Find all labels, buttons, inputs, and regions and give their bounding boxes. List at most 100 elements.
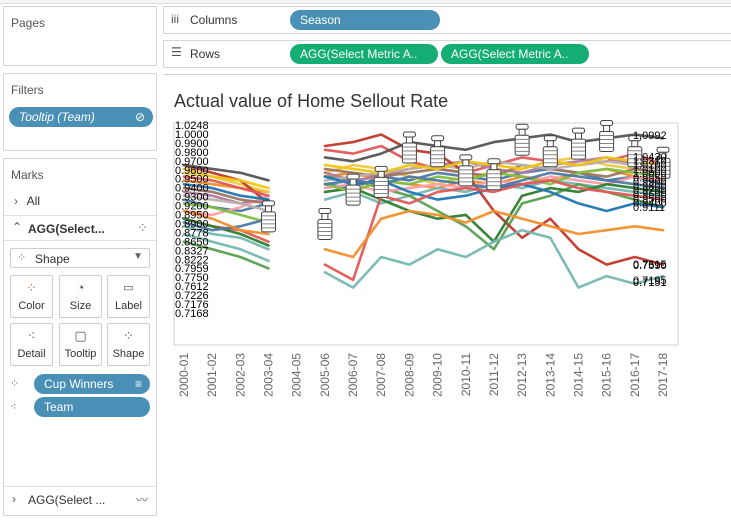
detail-button[interactable]: ⁖ Detail bbox=[10, 323, 53, 366]
trophy-icon bbox=[655, 146, 671, 179]
size-button[interactable]: ◔ Size bbox=[59, 275, 102, 318]
mark-type-select[interactable]: ⁘ Shape ▼ bbox=[10, 248, 150, 268]
season-pill[interactable]: Season bbox=[290, 10, 440, 30]
series-lines bbox=[182, 133, 665, 289]
series-line-18 bbox=[182, 209, 270, 236]
rows-shelf[interactable]: ☰ Rows AGG(Select Metric A.. AGG(Select … bbox=[163, 40, 731, 68]
cup-trophy-marks bbox=[261, 120, 671, 240]
pages-title: Pages bbox=[11, 16, 46, 30]
marks-agg-row[interactable]: ⌃ AGG(Select... ⁘ bbox=[4, 215, 156, 241]
left-value-label: 0.7168 bbox=[175, 308, 209, 320]
trophy-icon bbox=[599, 120, 615, 152]
left-value-label: 0.8778 bbox=[175, 227, 209, 239]
right-value-labels: 1.0992 1.04301.03101.02001.01001.00000.99… bbox=[633, 130, 667, 289]
chart-svg: Actual value of Home Sellout Rate 1.0248… bbox=[173, 91, 679, 397]
x-tick-label: 2007-08 bbox=[374, 353, 388, 397]
rows-icon: ☰ bbox=[171, 45, 182, 59]
detail-icon: ⁖ bbox=[27, 328, 36, 343]
left-value-label: 0.7750 bbox=[175, 272, 209, 284]
series-line-5 bbox=[182, 171, 270, 194]
marks-panel[interactable]: Marks › All ⌃ AGG(Select... ⁘ ⁘ Shape ▼ … bbox=[3, 158, 157, 516]
right-value-label: 0.9800 bbox=[633, 181, 667, 193]
left-value-label: 0.8950 bbox=[175, 210, 209, 222]
color-dots-icon: ⁘ bbox=[26, 280, 37, 295]
field-cup-winners[interactable]: ⁘ Cup Winners ≡ bbox=[8, 374, 150, 394]
filter-pill-tooltip-team[interactable]: Tooltip (Team) ⊘ bbox=[9, 107, 153, 127]
x-tick-label: 2011-12 bbox=[487, 353, 501, 396]
right-value-label: 0.9700 bbox=[633, 185, 667, 197]
trophy-icon bbox=[317, 208, 333, 240]
left-value-label: 0.9300 bbox=[175, 192, 209, 204]
series-line-3 bbox=[182, 225, 270, 251]
trophy-icon bbox=[571, 127, 586, 160]
x-tick-label: 2003-04 bbox=[262, 353, 276, 397]
right-value-label: 1.0310 bbox=[633, 156, 667, 168]
x-tick-label: 2017-18 bbox=[656, 353, 670, 397]
right-value-label: 0.9600 bbox=[633, 189, 667, 201]
shape-button[interactable]: ⁘ Shape bbox=[107, 323, 150, 366]
x-tick-label: 2005-06 bbox=[318, 353, 332, 397]
series-line-13 bbox=[182, 163, 270, 182]
columns-shelf[interactable]: iii Columns Season bbox=[163, 6, 731, 34]
chevron-down-icon: ⌃ bbox=[12, 220, 23, 234]
marks-all-label: All bbox=[26, 194, 41, 208]
label-button[interactable]: ▭ Label bbox=[107, 275, 150, 318]
left-value-label: 0.9200 bbox=[175, 201, 209, 213]
sort-icon: ≡ bbox=[134, 377, 142, 391]
detail-field-icon: ⁖ bbox=[10, 401, 17, 413]
field-team[interactable]: ⁖ Team bbox=[8, 397, 150, 417]
team-pill[interactable]: Team bbox=[34, 397, 150, 417]
left-value-label: 0.9900 bbox=[175, 138, 209, 150]
pages-panel[interactable]: Pages bbox=[3, 6, 157, 66]
x-tick-label: 2002-03 bbox=[233, 353, 247, 397]
columns-icon: iii bbox=[171, 12, 179, 26]
color-button[interactable]: ⁘ Color bbox=[10, 275, 53, 318]
series-line-2 bbox=[182, 179, 270, 194]
left-value-label: 0.9800 bbox=[175, 147, 209, 159]
right-value-label: 1.0992 bbox=[633, 130, 667, 142]
series-line-12 bbox=[182, 167, 270, 190]
x-tick-label: 2004-05 bbox=[290, 353, 304, 397]
mark-type-shape-icon: ⁘ bbox=[17, 252, 27, 264]
trophy-icon bbox=[486, 158, 502, 191]
series-line-8 bbox=[182, 186, 270, 205]
x-tick-label: 2006-07 bbox=[346, 353, 360, 397]
label-icon: ▭ bbox=[123, 282, 134, 294]
right-value-label: 0.9900 bbox=[633, 177, 667, 189]
trophy-icon bbox=[627, 135, 643, 168]
series-line-17 bbox=[182, 217, 270, 232]
right-value-label: 1.0100 bbox=[633, 164, 667, 176]
right-value-label: 1.0000 bbox=[633, 168, 667, 180]
x-tick-label: 2016-17 bbox=[628, 353, 642, 397]
chevron-right-icon-2: › bbox=[12, 492, 16, 506]
right-value-label: 0.7195 bbox=[633, 275, 667, 287]
filters-panel[interactable]: Filters Tooltip (Team) ⊘ bbox=[3, 73, 157, 151]
trophy-icon bbox=[261, 200, 276, 233]
left-value-label: 0.9700 bbox=[175, 156, 209, 168]
x-tick-label: 2001-02 bbox=[205, 353, 219, 397]
rows-label: Rows bbox=[190, 47, 221, 61]
series-line-18 bbox=[323, 209, 665, 259]
marks-agg-label-2: AGG(Select ... bbox=[28, 493, 106, 507]
line-mark-icon: 〰 bbox=[135, 493, 148, 507]
left-value-label: 0.9400 bbox=[175, 183, 209, 195]
link-icon: ⊘ bbox=[134, 110, 145, 124]
right-value-label: 0.9400 bbox=[633, 198, 667, 210]
marks-all-row[interactable]: › All bbox=[14, 194, 40, 208]
tooltip-button[interactable]: ▢ Tooltip bbox=[59, 323, 102, 366]
plot-border bbox=[173, 122, 679, 346]
marks-agg-row-2[interactable]: › AGG(Select ... 〰 bbox=[4, 486, 156, 512]
chart-title: Actual value of Home Sellout Rate bbox=[174, 91, 448, 111]
tooltip-icon: ▢ bbox=[74, 328, 87, 343]
rows-pill-1[interactable]: AGG(Select Metric A.. bbox=[290, 44, 438, 64]
cup-winners-pill[interactable]: Cup Winners ≡ bbox=[34, 374, 150, 394]
trophy-icon bbox=[345, 173, 361, 206]
left-value-label: 1.0000 bbox=[175, 129, 209, 141]
left-value-label: 0.8222 bbox=[175, 254, 209, 266]
series-line-19 bbox=[182, 232, 270, 263]
right-value-label: 0.9111 bbox=[633, 202, 665, 214]
chart-area: Actual value of Home Sellout Rate 1.0248… bbox=[163, 74, 731, 521]
rows-pill-2[interactable]: AGG(Select Metric A.. bbox=[441, 44, 589, 64]
left-value-labels: 1.02481.00000.99000.98000.97000.96000.95… bbox=[175, 120, 209, 320]
series-line-9 bbox=[182, 194, 270, 213]
